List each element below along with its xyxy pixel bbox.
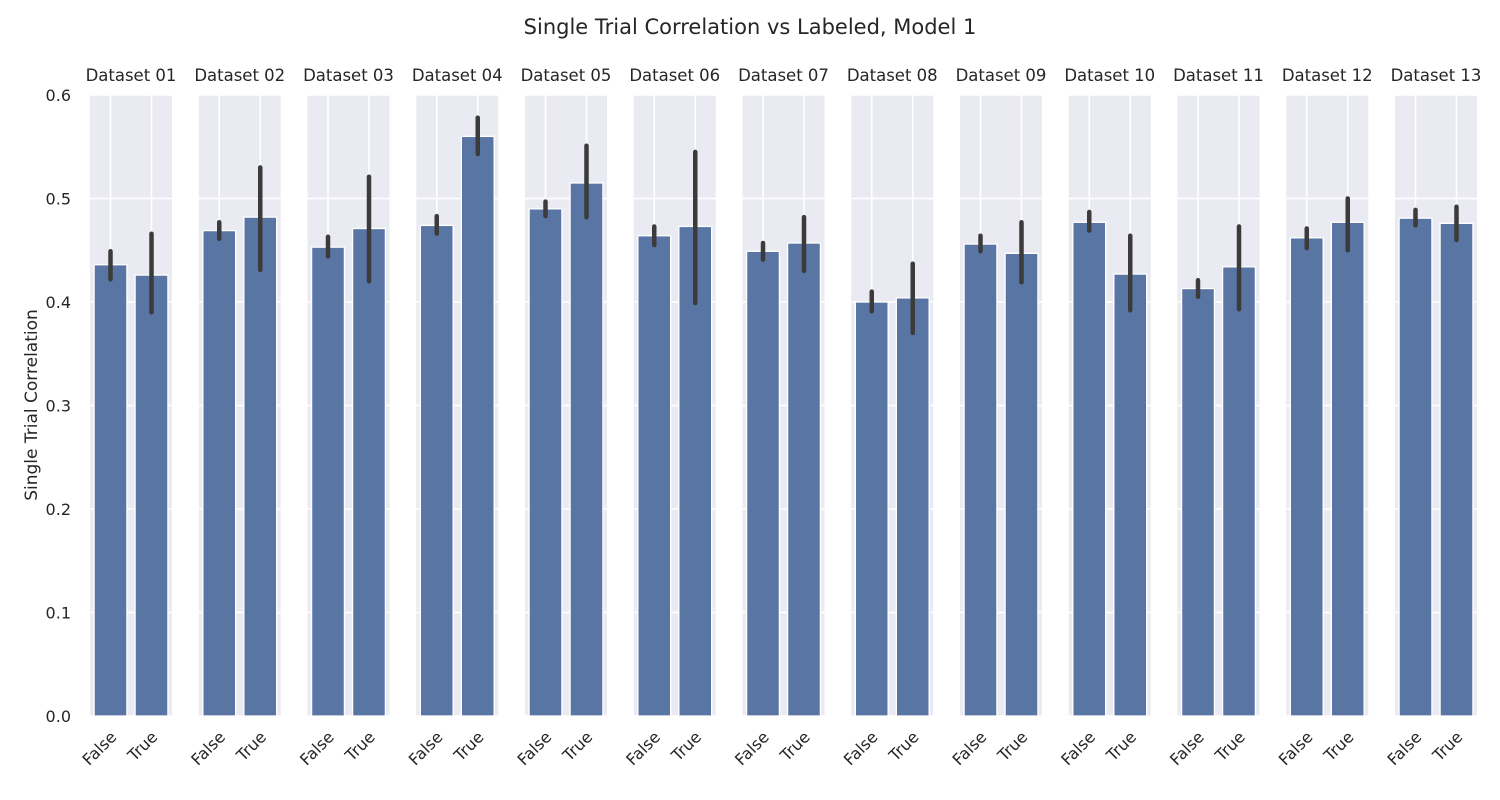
- bar: [745, 250, 781, 717]
- x-tick-label: False: [1166, 727, 1208, 769]
- x-tick-label: True: [341, 727, 379, 765]
- bar: [202, 229, 237, 717]
- panel-title: Dataset 02: [194, 66, 285, 85]
- facet-panel: Dataset 13 False True: [1383, 66, 1481, 769]
- x-tick-label: False: [78, 727, 120, 769]
- y-tick-label: 0.6: [46, 86, 71, 105]
- bar: [786, 242, 822, 717]
- bar: [351, 227, 387, 717]
- bar: [419, 224, 454, 717]
- facet-panel: Dataset 09 False True: [948, 66, 1046, 769]
- x-tick-label: False: [1383, 727, 1425, 769]
- panel-title: Dataset 10: [1064, 66, 1155, 85]
- facet-panel: Dataset 03 False True: [296, 66, 394, 769]
- y-tick-label: 0.5: [46, 190, 71, 209]
- bar: [1004, 252, 1039, 717]
- facet-panel: Dataset 01 False True: [78, 66, 176, 769]
- bar: [854, 301, 889, 717]
- bar: [678, 225, 713, 717]
- x-tick-label: False: [948, 727, 990, 769]
- x-tick-label: True: [1102, 727, 1140, 765]
- x-tick-label: True: [558, 727, 596, 765]
- panel-title: Dataset 03: [303, 66, 394, 85]
- x-tick-label: True: [232, 727, 270, 765]
- bar: [963, 243, 998, 717]
- bar: [637, 235, 672, 717]
- facet-panel: Dataset 07 False True: [731, 66, 829, 769]
- panel-title: Dataset 12: [1282, 66, 1373, 85]
- bar: [528, 208, 563, 717]
- facet-panel: Dataset 04 False True: [405, 66, 503, 769]
- facet-panel: Dataset 11 False True: [1166, 66, 1264, 769]
- y-tick-label: 0.1: [46, 604, 71, 623]
- x-tick-label: False: [1275, 727, 1317, 769]
- bar: [1330, 221, 1365, 717]
- x-tick-label: True: [884, 727, 922, 765]
- bar: [1113, 273, 1148, 717]
- facet-panel: Dataset 08 False True: [840, 66, 938, 769]
- bar: [460, 135, 495, 717]
- y-tick-label: 0.0: [46, 707, 71, 726]
- facet-panel: Dataset 12 False True: [1275, 66, 1373, 769]
- x-tick-label: False: [513, 727, 555, 769]
- bar: [1289, 237, 1324, 717]
- x-tick-label: True: [993, 727, 1031, 765]
- y-tick-label: 0.3: [46, 397, 71, 416]
- x-tick-label: True: [1428, 727, 1466, 765]
- panel-title: Dataset 13: [1391, 66, 1482, 85]
- x-tick-label: True: [449, 727, 487, 765]
- x-tick-label: False: [187, 727, 229, 769]
- x-tick-label: False: [296, 727, 338, 769]
- bar: [1398, 217, 1433, 717]
- y-axis-label: Single Trial Correlation: [22, 309, 42, 501]
- x-tick-label: False: [405, 727, 447, 769]
- chart-title: Single Trial Correlation vs Labeled, Mod…: [524, 15, 977, 39]
- x-tick-label: True: [123, 727, 161, 765]
- bar: [569, 182, 604, 717]
- panel-title: Dataset 05: [521, 66, 612, 85]
- panel-title: Dataset 01: [86, 66, 177, 85]
- panel-title: Dataset 04: [412, 66, 503, 85]
- bar: [93, 264, 128, 717]
- bar: [1180, 287, 1216, 717]
- x-tick-label: True: [1319, 727, 1357, 765]
- bar: [1221, 266, 1257, 717]
- x-tick-label: True: [1211, 727, 1249, 765]
- bar: [1072, 221, 1107, 717]
- y-tick-label: 0.4: [46, 293, 71, 312]
- facet-panel: Dataset 05 False True: [513, 66, 611, 769]
- bar: [310, 246, 346, 717]
- bar: [895, 297, 930, 717]
- panel-title: Dataset 11: [1173, 66, 1264, 85]
- x-tick-label: False: [840, 727, 882, 769]
- bar: [1439, 222, 1474, 717]
- panel-title: Dataset 09: [956, 66, 1047, 85]
- panel-title: Dataset 06: [629, 66, 720, 85]
- x-tick-label: False: [1057, 727, 1099, 769]
- facet-panel: Dataset 02 False True: [187, 66, 285, 769]
- facet-panel: Dataset 10 False True: [1057, 66, 1155, 769]
- panel-title: Dataset 08: [847, 66, 938, 85]
- y-tick-label: 0.2: [46, 500, 71, 519]
- panel-title: Dataset 07: [738, 66, 829, 85]
- x-tick-label: False: [731, 727, 773, 769]
- x-tick-label: False: [622, 727, 664, 769]
- y-axis-ticks: 0.0 0.1 0.2 0.3 0.4 0.5 0.6: [46, 86, 71, 726]
- bar: [243, 216, 278, 717]
- x-tick-label: True: [776, 727, 814, 765]
- x-tick-label: True: [667, 727, 705, 765]
- facet-panel: Dataset 06 False True: [622, 66, 720, 769]
- bar: [134, 274, 169, 717]
